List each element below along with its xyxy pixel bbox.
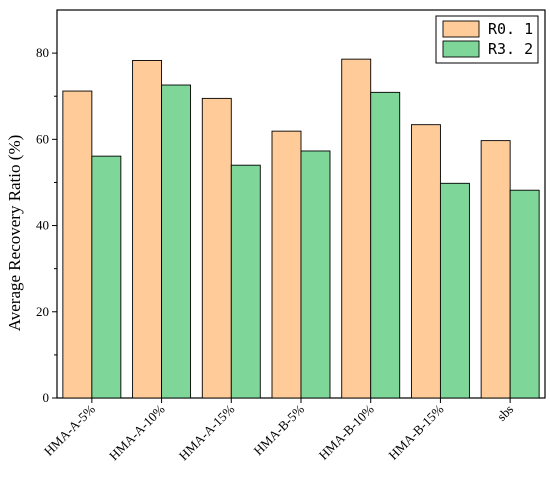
bar-r3-2-4 bbox=[370, 91, 401, 399]
legend: R0. 1 R3. 2 bbox=[435, 15, 539, 64]
y-tick-label: 20 bbox=[36, 304, 49, 319]
x-tick-label: HMA-A-10% bbox=[106, 401, 168, 463]
y-axis: 0 20 40 60 80 bbox=[36, 45, 57, 405]
x-tick-label: HMA-B-10% bbox=[316, 401, 377, 462]
y-tick-label: 40 bbox=[36, 218, 49, 233]
bar-r0-1-2 bbox=[201, 97, 232, 399]
y-axis-title: Average Recovery Ratio (%) bbox=[5, 135, 24, 332]
x-axis: HMA-A-5% HMA-A-10% HMA-A-15% HMA-B-5% HMA-B-… bbox=[41, 398, 516, 463]
x-tick-label: HMA-A-15% bbox=[176, 401, 238, 463]
bar-r3-2-6 bbox=[509, 189, 540, 399]
bar-r3-2-5 bbox=[439, 182, 470, 399]
legend-swatch bbox=[442, 20, 480, 38]
bar-r0-1-1 bbox=[132, 59, 163, 399]
bar-r3-2-2 bbox=[230, 164, 261, 399]
x-tick-label: HMA-B-5% bbox=[251, 401, 308, 458]
y-tick-label: 60 bbox=[36, 131, 49, 146]
bar-r0-1-4 bbox=[341, 58, 372, 399]
bar-r0-1-0 bbox=[62, 90, 93, 399]
bars bbox=[62, 58, 540, 399]
bar-r0-1-5 bbox=[410, 124, 441, 399]
legend-swatch bbox=[442, 40, 480, 58]
x-tick-label: sbs bbox=[494, 402, 516, 424]
bar-r3-2-1 bbox=[161, 84, 192, 399]
legend-label: R0. 1 bbox=[488, 20, 533, 38]
bar-r0-1-6 bbox=[480, 140, 511, 399]
bar-r3-2-3 bbox=[300, 150, 331, 399]
bar-r3-2-0 bbox=[91, 155, 122, 399]
bar-r0-1-3 bbox=[271, 130, 302, 399]
y-tick-label: 0 bbox=[43, 390, 50, 405]
y-tick-label: 80 bbox=[36, 45, 49, 60]
x-tick-label: HMA-B-15% bbox=[385, 401, 446, 462]
x-tick-label: HMA-A-5% bbox=[41, 401, 98, 458]
legend-label: R3. 2 bbox=[488, 40, 533, 58]
